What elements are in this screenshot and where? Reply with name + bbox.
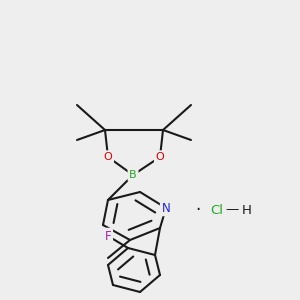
Text: B: B [129, 170, 137, 180]
Text: Cl: Cl [210, 203, 223, 217]
Text: N: N [162, 202, 170, 214]
Text: —: — [225, 203, 238, 217]
Text: F: F [105, 230, 111, 242]
Text: O: O [103, 152, 112, 162]
Text: O: O [156, 152, 164, 162]
Text: H: H [242, 203, 252, 217]
Text: ·: · [195, 201, 200, 219]
